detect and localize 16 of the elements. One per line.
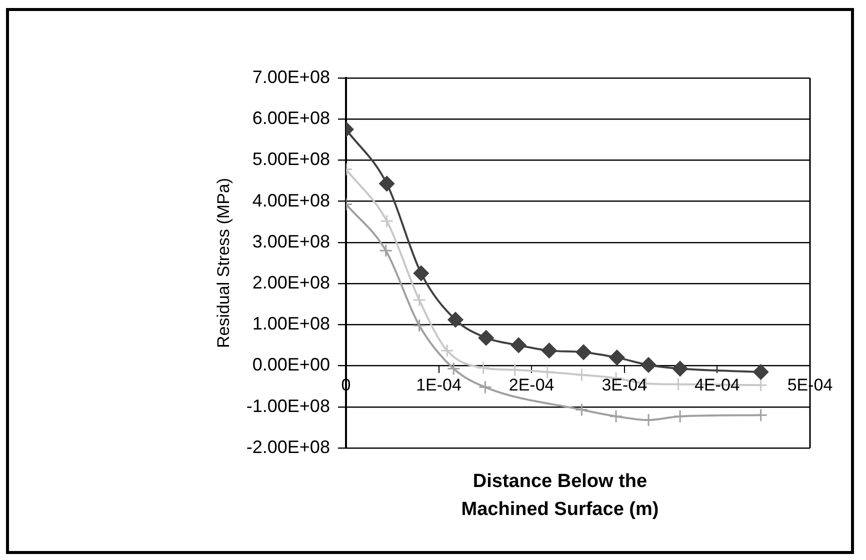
y-tick-label: 1.00E+08 [252,314,330,334]
y-tick-label: 0.00E+00 [252,354,330,375]
y-tick-label: -1.00E+08 [246,396,330,416]
y-tick-label: 4.00E+08 [252,190,330,210]
y-tick-label: 2.00E+08 [252,272,330,293]
y-tick-label: -2.00E+08 [246,436,330,457]
x-axis-title: Distance Below the Machined Surface (m) [460,470,660,522]
x-tick-label: 3E-04 [602,376,648,395]
x-tick-label: 2E-04 [508,376,554,395]
x-tick-label: 1E-04 [416,376,462,395]
y-tick-label: 5.00E+08 [252,149,330,170]
y-tick-label: 3.00E+08 [252,231,330,252]
y-axis-title: Residual Stress (MPa) [214,178,233,348]
x-tick-label: 4E-04 [694,376,740,395]
y-tick-label: 6.00E+08 [252,108,330,128]
y-tick-label: 7.00E+08 [252,66,330,87]
